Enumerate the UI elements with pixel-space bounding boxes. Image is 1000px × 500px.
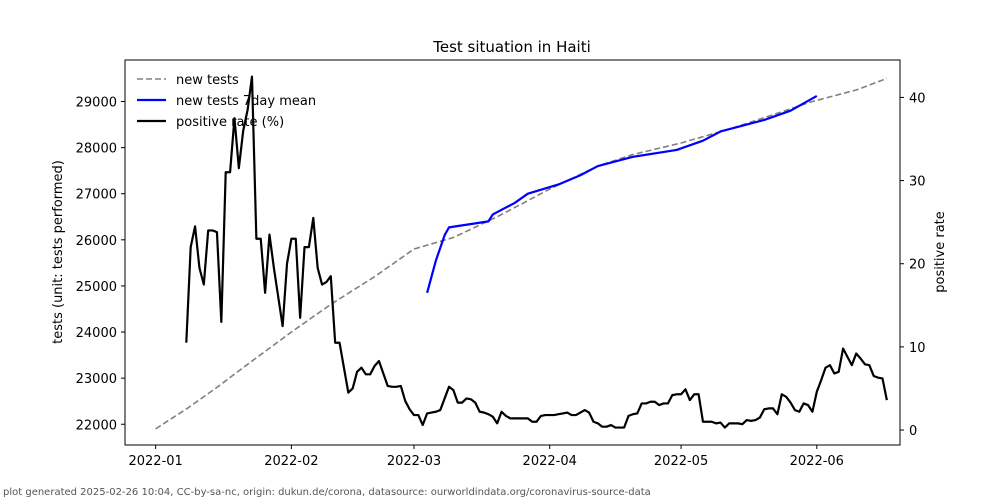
- x-tick-label: 2022-06: [790, 454, 844, 469]
- x-tick-label: 2022-03: [387, 454, 441, 469]
- legend-label: new tests 7day mean: [176, 94, 316, 109]
- plot-area: [155, 75, 888, 430]
- y-tick-label-right: 0: [909, 424, 917, 439]
- x-tick-label: 2022-02: [264, 454, 318, 469]
- y-tick-label-left: 26000: [76, 234, 117, 249]
- x-axis: 2022-01 2022-02 2022-03 2022-04 2022-05 2022-…: [128, 445, 844, 469]
- y-tick-label-left: 29000: [76, 95, 117, 110]
- y-axis-right: 0 10 20 30 40: [900, 91, 926, 439]
- y-axis-left: 22000 23000 24000 25000 26000 27000 28000 29000: [76, 95, 125, 433]
- y-axis-label-left: tests (unit: tests performed): [51, 160, 66, 344]
- series-line-3: [185, 75, 888, 429]
- y-tick-label-left: 23000: [76, 372, 117, 387]
- x-tick-label: 2022-04: [523, 454, 577, 469]
- y-axis-label-right: positive rate: [933, 211, 948, 293]
- plot-frame: [124, 59, 901, 446]
- y-tick-label-left: 24000: [76, 326, 117, 341]
- legend: new tests new tests 7day mean positive rat…: [137, 73, 316, 130]
- x-tick-label: 2022-01: [128, 454, 182, 469]
- series-line-1: [155, 77, 888, 430]
- footer-credits: plot generated 2025-02-26 10:04, CC-by-s…: [3, 487, 651, 498]
- y-tick-label-right: 30: [909, 175, 926, 190]
- x-tick-label: 2022-05: [654, 454, 708, 469]
- y-tick-label-right: 40: [909, 91, 926, 106]
- y-tick-label-left: 22000: [76, 418, 117, 433]
- y-tick-label-right: 20: [909, 258, 926, 273]
- chart-title: Test situation in Haiti: [432, 38, 591, 56]
- legend-label: new tests: [176, 73, 239, 88]
- y-tick-label-left: 25000: [76, 280, 117, 295]
- y-tick-label-right: 10: [909, 341, 926, 356]
- y-tick-label-left: 27000: [76, 188, 117, 203]
- legend-label: positive rate (%): [176, 115, 284, 130]
- y-tick-label-left: 28000: [76, 142, 117, 157]
- series-line-2: [426, 95, 818, 294]
